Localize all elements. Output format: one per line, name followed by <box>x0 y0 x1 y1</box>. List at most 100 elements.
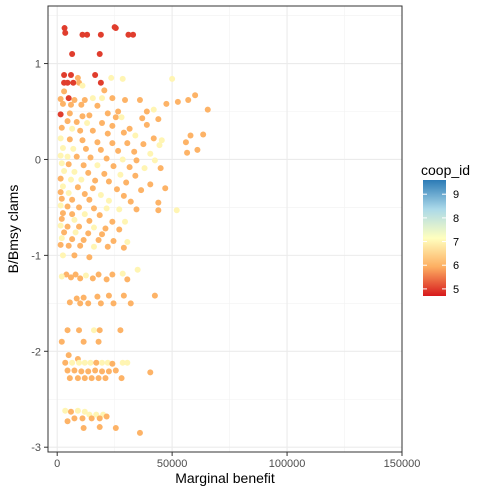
data-point <box>64 203 71 210</box>
data-point <box>66 375 73 382</box>
data-point <box>80 425 87 432</box>
data-point <box>61 25 68 32</box>
data-point <box>92 177 99 184</box>
data-point <box>147 150 154 157</box>
data-point <box>109 271 116 278</box>
data-point <box>71 415 78 422</box>
data-point <box>73 295 80 302</box>
data-point <box>87 359 94 366</box>
data-point <box>62 359 69 366</box>
data-point <box>57 189 64 196</box>
data-point <box>90 327 97 334</box>
data-point <box>147 369 154 376</box>
x-axis-ticks: 0 50000 100000 150000 <box>54 452 420 470</box>
data-point <box>96 327 103 334</box>
data-point <box>80 338 87 345</box>
data-point <box>58 124 65 131</box>
data-point <box>81 190 88 197</box>
data-point <box>143 121 150 128</box>
data-point <box>79 31 86 38</box>
data-point <box>104 243 111 250</box>
panel-background <box>48 6 402 452</box>
data-point <box>151 157 158 164</box>
data-point <box>126 125 133 132</box>
data-point <box>95 271 102 278</box>
data-point <box>109 360 116 367</box>
panel-border <box>47 5 403 453</box>
data-point <box>64 327 71 334</box>
data-point <box>124 359 131 366</box>
data-point <box>85 169 92 176</box>
data-point <box>119 156 126 163</box>
data-point <box>64 418 71 425</box>
data-point <box>150 106 157 113</box>
data-point <box>59 144 66 151</box>
data-point <box>69 236 76 243</box>
data-point <box>102 225 109 232</box>
data-point <box>79 113 86 120</box>
data-point <box>99 231 106 238</box>
data-point <box>96 415 103 422</box>
data-point <box>115 108 122 115</box>
data-point <box>158 137 165 144</box>
data-point <box>124 140 131 147</box>
data-point <box>76 204 83 211</box>
data-point <box>134 266 141 273</box>
data-point <box>141 165 148 172</box>
data-point <box>67 274 74 281</box>
data-point <box>90 243 97 250</box>
data-point <box>120 292 127 299</box>
data-point <box>81 375 88 382</box>
data-point <box>200 131 207 138</box>
data-point <box>88 375 95 382</box>
legend-tick-label: 5 <box>453 284 459 296</box>
data-point <box>94 293 101 300</box>
data-point <box>66 136 73 143</box>
data-point <box>71 96 78 103</box>
data-point <box>124 276 131 283</box>
data-point <box>163 100 170 107</box>
data-point <box>99 120 106 127</box>
y-tick-label: -3 <box>31 442 41 454</box>
y-tick-label: 0 <box>35 154 41 166</box>
data-point <box>173 207 180 214</box>
data-point <box>118 114 125 121</box>
data-point <box>77 127 84 134</box>
legend-ticks: 5 6 7 8 9 <box>423 189 459 296</box>
data-point <box>61 88 68 95</box>
data-point <box>65 161 72 168</box>
data-point <box>86 217 93 224</box>
data-point <box>90 205 97 212</box>
data-point <box>103 205 110 212</box>
data-point <box>174 98 181 105</box>
data-point <box>74 407 81 414</box>
data-point <box>97 79 104 86</box>
data-point <box>118 375 125 382</box>
legend-tick-label: 6 <box>453 260 459 272</box>
data-point <box>66 299 73 306</box>
x-tick-label: 0 <box>54 458 60 470</box>
data-point <box>116 226 123 233</box>
data-point <box>110 163 117 170</box>
data-point <box>71 252 78 259</box>
data-point <box>62 407 69 414</box>
data-point <box>58 215 65 222</box>
data-point <box>84 120 91 127</box>
data-point <box>67 176 74 183</box>
data-point <box>58 273 65 280</box>
data-point <box>99 368 106 375</box>
data-point <box>97 31 104 38</box>
data-point <box>57 152 64 159</box>
data-point <box>184 149 191 156</box>
data-point <box>64 367 71 374</box>
data-point <box>124 238 131 245</box>
data-point <box>81 408 88 415</box>
data-point <box>120 129 127 136</box>
data-point <box>65 190 72 197</box>
data-point <box>126 164 133 171</box>
data-point <box>94 102 101 109</box>
data-point <box>78 368 85 375</box>
data-point <box>76 223 83 230</box>
data-point <box>70 79 77 86</box>
data-point <box>81 96 88 103</box>
